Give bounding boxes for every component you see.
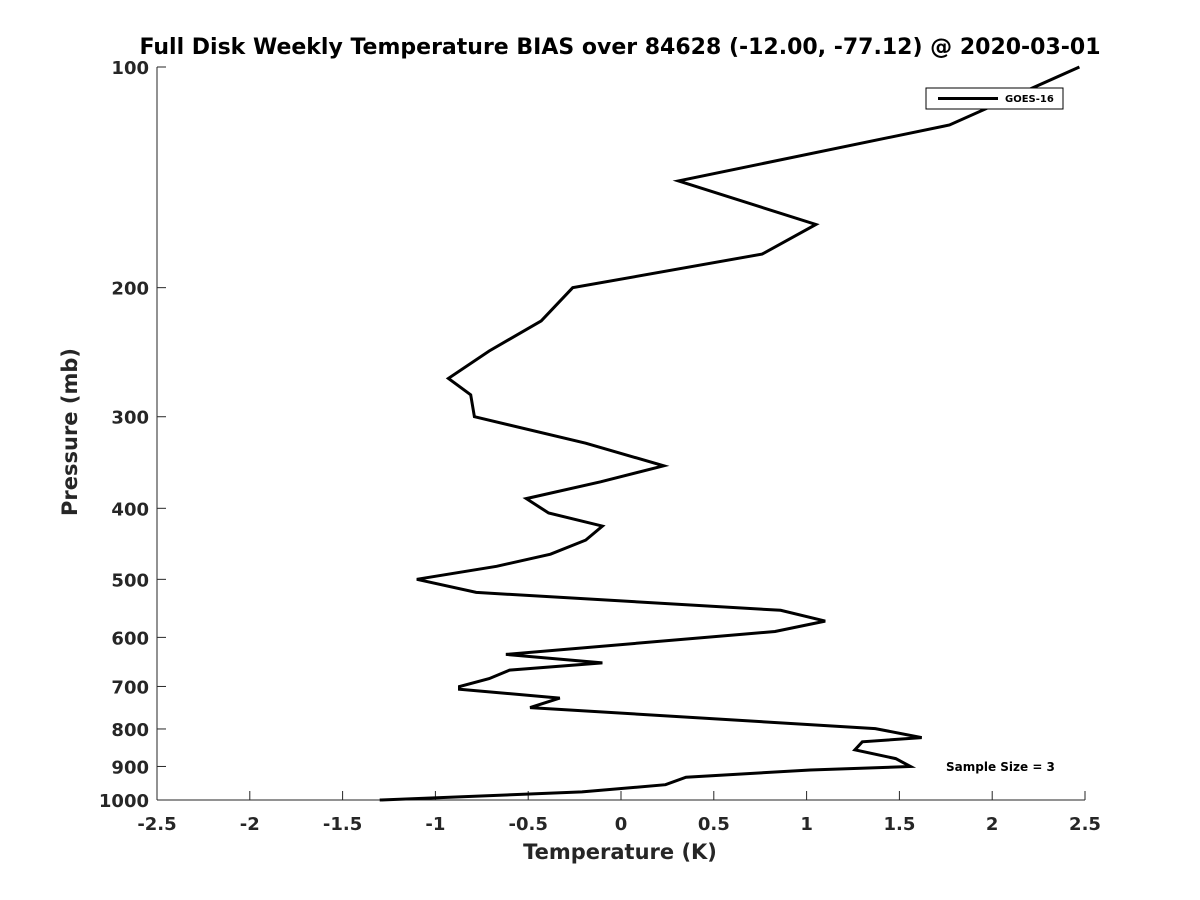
legend-label-goes-16: GOES-16 bbox=[1005, 94, 1054, 105]
x-tick-label: 1.5 bbox=[883, 814, 915, 835]
y-tick-label: 300 bbox=[111, 408, 149, 429]
y-tick-label: 700 bbox=[111, 677, 149, 698]
y-tick-label: 400 bbox=[111, 499, 149, 520]
y-axis-ticks: 100 200 300 400 500 600 700 800 900 1000 bbox=[99, 58, 166, 812]
x-tick-label: -0.5 bbox=[509, 814, 548, 835]
x-axis-label: Temperature (K) bbox=[523, 840, 717, 864]
x-tick-label: -2 bbox=[240, 814, 260, 835]
x-tick-label: 2.5 bbox=[1069, 814, 1101, 835]
chart-title: Full Disk Weekly Temperature BIAS over 8… bbox=[139, 35, 1100, 60]
y-axis-label: Pressure (mb) bbox=[58, 348, 82, 516]
y-tick-label: 200 bbox=[111, 279, 149, 300]
y-tick-label: 900 bbox=[111, 757, 149, 778]
x-tick-label: -2.5 bbox=[137, 814, 176, 835]
x-tick-label: 0.5 bbox=[698, 814, 730, 835]
y-tick-label: 1000 bbox=[99, 791, 149, 812]
x-tick-label: 1 bbox=[800, 814, 813, 835]
x-tick-label: 0 bbox=[615, 814, 628, 835]
x-tick-label: 2 bbox=[986, 814, 999, 835]
y-tick-label: 100 bbox=[111, 58, 149, 79]
x-tick-label: -1 bbox=[425, 814, 445, 835]
sample-size-annotation: Sample Size = 3 bbox=[946, 760, 1055, 774]
y-tick-label: 500 bbox=[111, 570, 149, 591]
series-line-goes-16 bbox=[379, 65, 1081, 802]
legend: GOES-16 bbox=[925, 87, 1064, 110]
x-axis-ticks: -2.5 -2 -1.5 -1 -0.5 0 0.5 1 1.5 2 2.5 bbox=[137, 791, 1101, 835]
y-tick-label: 600 bbox=[111, 628, 149, 649]
y-tick-label: 800 bbox=[111, 720, 149, 741]
x-tick-label: -1.5 bbox=[323, 814, 362, 835]
series-layer bbox=[379, 65, 1081, 802]
